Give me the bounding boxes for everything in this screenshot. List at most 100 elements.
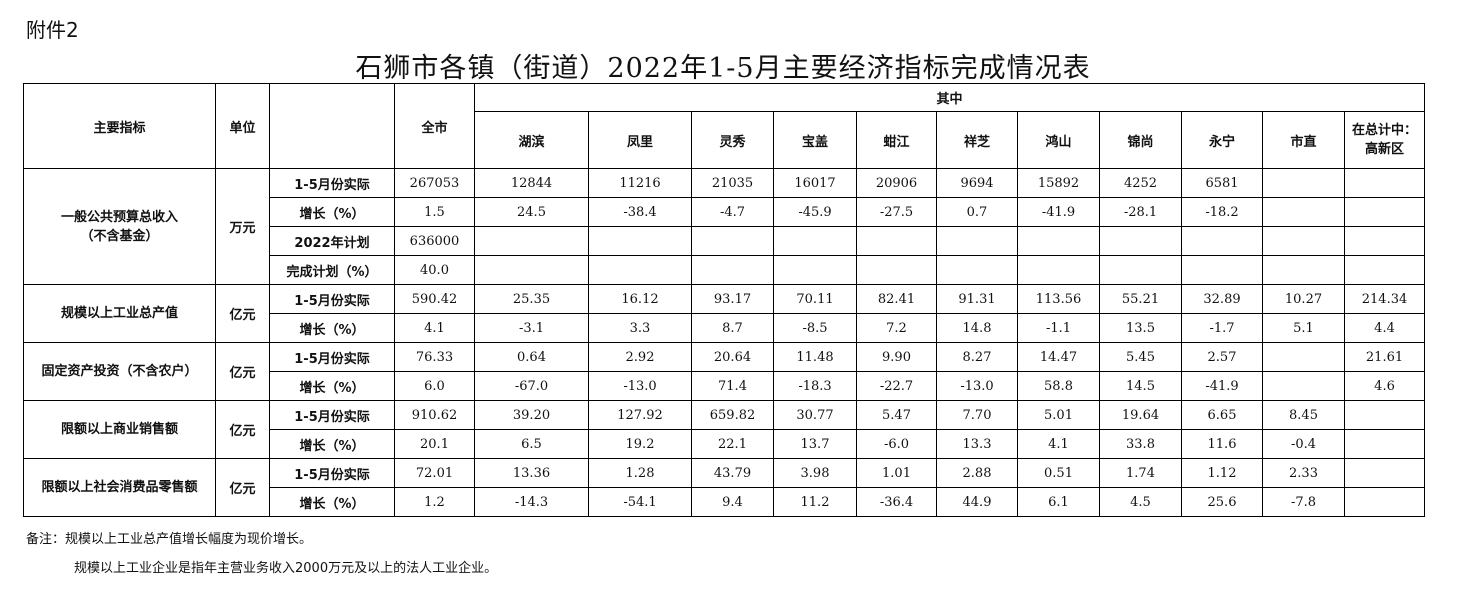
value-cell: 6.5	[474, 429, 589, 459]
table-row: 规模以上工业总产值 亿元 1-5月份实际 590.42 25.35 16.12 93.17 7…	[23, 284, 1426, 343]
value-cell: -27.5	[856, 197, 937, 227]
value-cell	[1343, 168, 1426, 198]
value-cell	[856, 255, 937, 285]
value-cell	[1343, 400, 1426, 430]
row-label: 1-5月份实际	[269, 284, 395, 314]
value-cell: 6.65	[1181, 400, 1263, 430]
value-cell	[1343, 255, 1426, 285]
value-cell: 2.92	[588, 342, 692, 372]
header-town: 凤里	[588, 111, 692, 169]
table-row: 一般公共预算总收入 （不含基金） 万元 1-5月份实际 267053 12844 11216…	[23, 168, 1426, 285]
value-cell	[1181, 255, 1263, 285]
value-cell: 24.5	[474, 197, 589, 227]
indicator-table: 主要指标 单位 全市 其中 湖滨 凤里 灵秀 宝盖 蚶江 祥芝 鸿山 锦尚 永宁 市直 在总计中：高…	[23, 83, 1426, 517]
header-blank	[269, 83, 395, 169]
value-cell: -0.4	[1262, 429, 1345, 459]
value-cell: 8.45	[1262, 400, 1345, 430]
value-cell: 43.79	[691, 458, 774, 488]
value-cell: -3.1	[474, 313, 589, 343]
value-cell: 3.98	[773, 458, 857, 488]
value-cell: -14.3	[474, 487, 589, 517]
header-town: 蚶江	[856, 111, 937, 169]
attachment-label: 附件2	[26, 18, 79, 42]
value-cell	[856, 226, 937, 256]
value-cell: 25.6	[1181, 487, 1263, 517]
header-indicator: 主要指标	[23, 83, 216, 169]
value-cell: 21035	[691, 168, 774, 198]
row-label: 增长（%）	[269, 487, 395, 517]
value-cell: -41.9	[1181, 371, 1263, 401]
value-cell: -6.0	[856, 429, 937, 459]
value-cell: 659.82	[691, 400, 774, 430]
value-cell: 113.56	[1017, 284, 1100, 314]
value-cell: 11.2	[773, 487, 857, 517]
value-cell: 13.36	[474, 458, 589, 488]
value-cell: 21.61	[1343, 342, 1426, 372]
value-cell: 5.1	[1262, 313, 1345, 343]
value-cell: 2.57	[1181, 342, 1263, 372]
indicator-name: 限额以上社会消费品零售额	[23, 458, 216, 517]
value-cell: 4.6	[1343, 371, 1426, 401]
value-cell: 4.4	[1343, 313, 1426, 343]
value-cell: 1.2	[394, 487, 475, 517]
header-town: 市直	[1262, 111, 1345, 169]
table-row: 2022年计划 636000	[24, 226, 1426, 256]
row-label: 1-5月份实际	[269, 458, 395, 488]
header-town: 鸿山	[1017, 111, 1100, 169]
value-cell: 6581	[1181, 168, 1263, 198]
indicator-unit: 亿元	[215, 400, 270, 459]
value-cell: 11.48	[773, 342, 857, 372]
value-cell: 13.5	[1099, 313, 1182, 343]
indicator-name: 规模以上工业总产值	[23, 284, 216, 343]
page-title: 石狮市各镇（街道）2022年1-5月主要经济指标完成情况表	[355, 53, 1091, 84]
value-cell: 10.27	[1262, 284, 1345, 314]
value-cell: 9.90	[856, 342, 937, 372]
header-city-total: 全市	[394, 83, 475, 169]
header-town: 永宁	[1181, 111, 1263, 169]
value-cell: 19.2	[588, 429, 692, 459]
value-cell: 2.88	[936, 458, 1018, 488]
value-cell: 636000	[394, 226, 475, 256]
value-cell: 8.7	[691, 313, 774, 343]
value-cell	[588, 255, 692, 285]
value-cell: 91.31	[936, 284, 1018, 314]
value-cell: 13.7	[773, 429, 857, 459]
value-cell	[1017, 226, 1100, 256]
indicator-unit: 亿元	[215, 342, 270, 401]
table-row: 固定资产投资（不含农户） 亿元 1-5月份实际 76.33 0.64 2.92 20.64 1…	[23, 342, 1426, 401]
value-cell: -13.0	[588, 371, 692, 401]
value-cell: -7.8	[1262, 487, 1345, 517]
header-among: 其中	[473, 83, 1426, 112]
header-unit: 单位	[215, 83, 270, 169]
value-cell: 3.3	[588, 313, 692, 343]
table-body: 主要指标 单位 全市 其中 湖滨 凤里 灵秀 宝盖 蚶江 祥芝 鸿山 锦尚 永宁 市直 在总计中：高…	[23, 83, 1426, 517]
indicator-unit: 亿元	[215, 284, 270, 343]
row-label: 增长（%）	[269, 197, 395, 227]
value-cell	[1262, 226, 1345, 256]
row-label: 增长（%）	[269, 371, 395, 401]
value-cell	[1262, 255, 1345, 285]
value-cell	[474, 255, 589, 285]
value-cell: 39.20	[474, 400, 589, 430]
value-cell: -67.0	[474, 371, 589, 401]
value-cell: 33.8	[1099, 429, 1182, 459]
value-cell: -45.9	[773, 197, 857, 227]
note-1: 备注：规模以上工业总产值增长幅度为现价增长。	[26, 532, 313, 547]
value-cell: 19.64	[1099, 400, 1182, 430]
header-row-1: 主要指标 单位 全市 其中	[23, 83, 1426, 169]
value-cell: 58.8	[1017, 371, 1100, 401]
indicator-name: 限额以上商业销售额	[23, 400, 216, 459]
value-cell: 40.0	[394, 255, 475, 285]
value-cell: -36.4	[856, 487, 937, 517]
value-cell	[773, 255, 857, 285]
value-cell	[1343, 458, 1426, 488]
value-cell: 8.27	[936, 342, 1018, 372]
value-cell: -38.4	[588, 197, 692, 227]
header-high-tech-zone: 在总计中： 高新区	[1343, 111, 1426, 169]
row-label: 增长（%）	[269, 429, 395, 459]
value-cell: 1.28	[588, 458, 692, 488]
table-row: 增长（%） 1.2 -14.3 -54.1 9.4 11.2 -36.4 44.9 6.1 4.5…	[24, 487, 1426, 517]
indicator-name: 固定资产投资（不含农户）	[23, 342, 216, 401]
value-cell: 93.17	[691, 284, 774, 314]
indicator-unit: 亿元	[215, 458, 270, 517]
